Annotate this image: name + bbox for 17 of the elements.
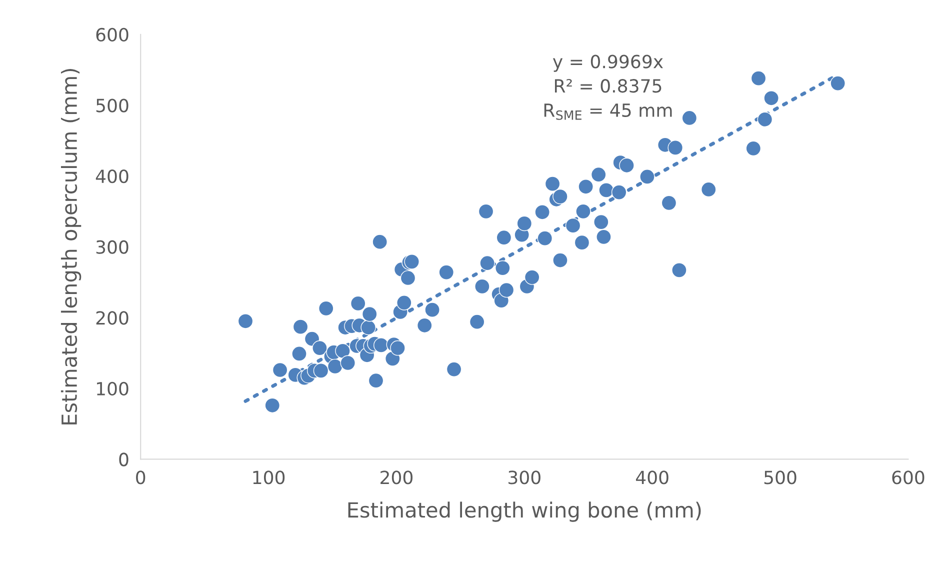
y-tick-label: 400 <box>96 169 128 184</box>
x-tick-label: 600 <box>892 470 924 484</box>
x-tick-label: 200 <box>380 470 412 484</box>
x-axis-title: Estimated length wing bone (mm) <box>348 502 701 522</box>
x-tick-label: 0 <box>136 470 146 484</box>
x-tick-label: 500 <box>764 470 796 484</box>
y-tick-label: 600 <box>96 28 128 42</box>
y-tick-label: 100 <box>97 382 128 396</box>
y-tick-label: 500 <box>96 98 128 112</box>
y-axis-title: Estimated length operculum (mm) <box>60 69 82 424</box>
x-tick-label: 400 <box>636 470 668 484</box>
x-tick-label: 300 <box>508 470 540 484</box>
y-tick-label: 0 <box>119 452 128 466</box>
y-tick-label: 200 <box>96 311 128 325</box>
y-tick-label: 300 <box>96 240 128 254</box>
x-tick-label: 100 <box>253 470 285 484</box>
annotation: y = 0.9969x R² = 0.8375 R$_{SME}$ = 45 mm <box>544 54 672 120</box>
